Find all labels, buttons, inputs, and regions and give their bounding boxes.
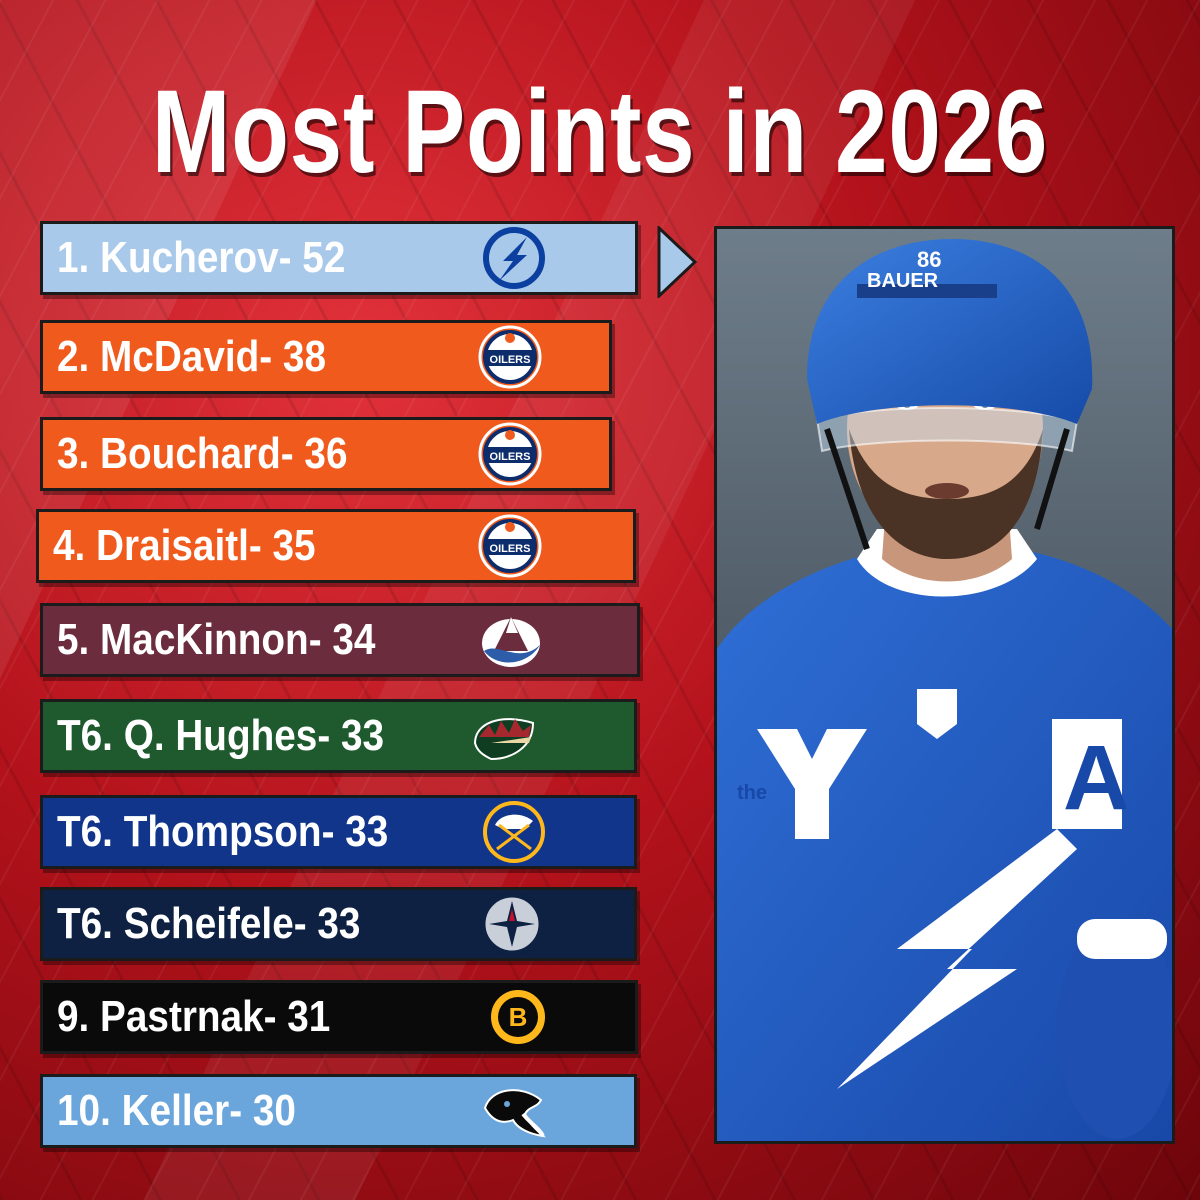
- sabres-logo-icon: [481, 799, 547, 865]
- svg-text:OILERS: OILERS: [490, 543, 531, 555]
- page-title: Most Points in 2026: [151, 66, 1049, 198]
- leaderboard-row: T6. Q. Hughes- 33: [40, 699, 637, 773]
- pointer-arrow-icon: [657, 226, 697, 298]
- helmet-brand: BAUER: [867, 270, 939, 292]
- captain-letter: A: [1063, 727, 1129, 829]
- leaderboard-row: T6. Scheifele- 33: [40, 887, 637, 961]
- svg-text:OILERS: OILERS: [490, 451, 531, 463]
- leaderboard-row: 4. Draisaitl- 35 OILERS: [36, 509, 636, 583]
- leader-label: T6. Thompson- 33: [57, 807, 389, 856]
- leader-label: 4. Draisaitl- 35: [53, 521, 316, 570]
- leader-label: 10. Keller- 30: [57, 1086, 296, 1135]
- leaderboard-row: 5. MacKinnon- 34: [40, 603, 640, 677]
- leaderboard-row: 10. Keller- 30: [40, 1074, 637, 1148]
- leaderboard-row: T6. Thompson- 33: [40, 795, 637, 869]
- jersey-patch-text: the: [737, 782, 767, 804]
- bruins-logo-icon: B: [485, 984, 551, 1050]
- leader-label: T6. Q. Hughes- 33: [57, 711, 385, 760]
- leader-label: 1. Kucherov- 52: [57, 233, 346, 282]
- svg-text:B: B: [509, 1002, 528, 1032]
- leader-label: 9. Pastrnak- 31: [57, 992, 331, 1041]
- mammoth-logo-icon: [481, 1078, 547, 1144]
- leaderboard-row: 3. Bouchard- 36 OILERS: [40, 417, 612, 491]
- jets-logo-icon: [479, 891, 545, 957]
- leader-label: T6. Scheifele- 33: [57, 899, 361, 948]
- player-photo: BAUER 86 the A: [714, 226, 1175, 1144]
- helmet-number: 86: [917, 247, 941, 272]
- leader-label: 5. MacKinnon- 34: [57, 615, 376, 664]
- wild-logo-icon: [471, 703, 537, 769]
- oilers-logo-icon: OILERS: [477, 513, 543, 579]
- oilers-logo-icon: OILERS: [477, 324, 543, 390]
- leaderboard-row: 1. Kucherov- 52: [40, 221, 638, 295]
- leader-label: 3. Bouchard- 36: [57, 429, 348, 478]
- oilers-logo-icon: OILERS: [477, 421, 543, 487]
- leaderboard-row: 2. McDavid- 38 OILERS: [40, 320, 612, 394]
- player-photo-art: BAUER 86 the A: [717, 229, 1172, 1141]
- leader-label: 2. McDavid- 38: [57, 332, 327, 381]
- leaderboard-row: 9. Pastrnak- 31 B: [40, 980, 638, 1054]
- avalanche-logo-icon: [478, 607, 544, 673]
- svg-text:OILERS: OILERS: [490, 354, 531, 366]
- lightning-logo-icon: [481, 225, 547, 291]
